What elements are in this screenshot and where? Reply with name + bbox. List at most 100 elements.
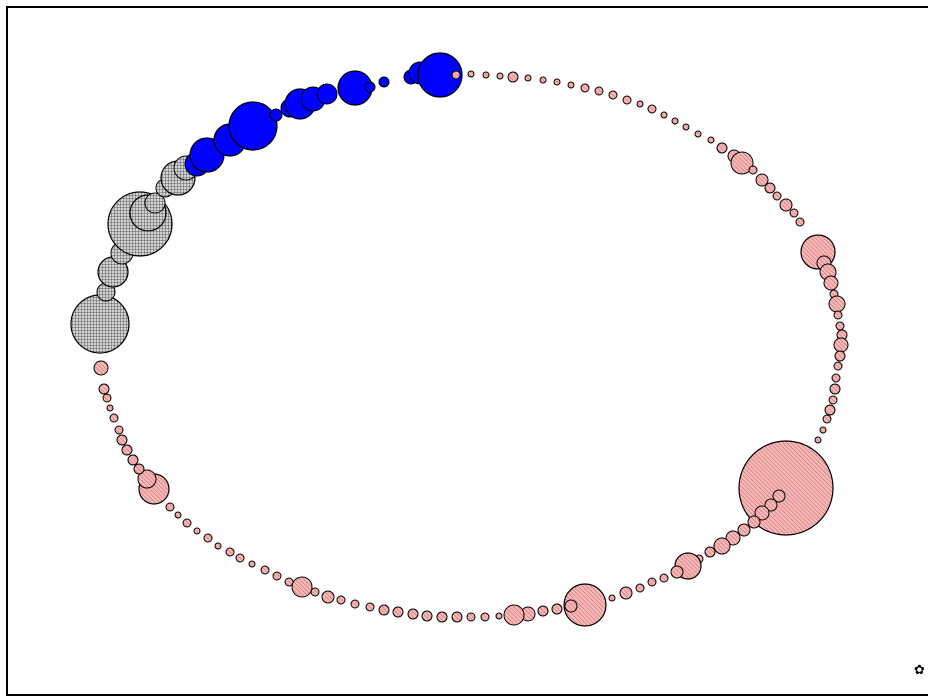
bubble-point [495,612,503,620]
bubble-point [835,321,845,331]
bubble-point [713,537,731,555]
bubble-point [284,577,294,587]
bubble-point [98,383,110,395]
bubble-point [417,52,463,98]
bubble-point [772,489,786,503]
bubble-point [725,530,741,546]
bubble-point [635,583,645,593]
bubble-point [378,604,390,616]
bubble-point [365,602,375,612]
bubble-point [608,90,618,100]
bubble-point [102,393,112,403]
bubble-point [594,86,604,96]
bubble-point [225,547,235,557]
bubble-point [764,182,776,194]
bubble-point [451,70,461,80]
bubble-point [539,76,547,84]
bubble-point [537,605,549,617]
bubble-point [671,117,679,125]
bubble-point [647,577,657,587]
bubble-point [563,583,607,627]
bubble-point [174,511,182,519]
bubble-point [730,151,754,175]
bubble-point [553,78,561,86]
bubble-point [203,533,213,543]
bubble-point [824,404,836,416]
bubble-point [291,576,313,598]
bubble-point [466,612,476,622]
bubble-point [748,165,758,175]
bubble-point [144,192,166,214]
bubble-point [272,571,282,581]
bubble-point [421,610,433,622]
bubble-point [524,74,532,82]
bubble-point [503,604,525,626]
bubble-point [636,100,644,108]
bubble-point [551,603,563,615]
bubble-point [704,546,716,558]
bubble-point [828,395,838,405]
bubble-point [831,373,841,383]
bubble-point [507,71,519,83]
bubble-point [436,611,448,623]
bubble-point [165,502,175,512]
bubble-point [694,130,702,138]
bubble-point [716,142,728,154]
bubble-point [260,565,270,575]
bubble-point [480,612,490,622]
bubble-point [833,361,843,371]
bubble-point [496,72,504,80]
bubble-point [580,83,590,93]
bubble-point [114,425,124,435]
bubble-point [814,436,822,444]
bubble-point [248,560,256,568]
bubble-point [193,527,201,535]
bubble-point [133,463,145,475]
bubble-point [622,95,632,105]
bubble-chart: ✿ [6,6,928,696]
bubble-point [378,76,390,88]
bubble-point [321,590,335,604]
bubble-point [833,337,849,353]
bubble-point [764,498,778,512]
bubble-point [747,515,761,529]
bubble-point [93,360,109,376]
bubble-point [116,434,128,446]
bubble-point [772,191,782,201]
bubble-point [364,81,376,93]
bubble-point [467,70,475,78]
bubble-point [833,310,843,320]
bubble-point [567,81,575,89]
bubble-point [619,586,633,600]
bubble-point [789,208,799,218]
bubble-point [564,599,578,613]
bubble-point [109,413,119,423]
bubble-point [707,136,715,144]
bubble-point [70,294,130,354]
bubble-point [127,454,139,466]
bubble-point [182,518,192,528]
bubble-point [834,350,846,362]
bubble-point [336,595,346,605]
corner-logo-icon: ✿ [914,663,925,678]
bubble-point [754,505,770,521]
bubble-point [737,523,751,537]
bubble-point [829,383,841,395]
bubble-point [137,469,157,489]
bubble-point [451,611,463,623]
bubble-point [235,553,245,563]
bubble-point [823,275,839,291]
bubble-point [106,404,114,412]
bubble-point [392,606,404,618]
bubble-point [228,101,278,151]
bubble-point [755,173,769,187]
bubble-point [350,599,360,609]
bubble-point [795,217,805,227]
bubble-point [608,594,616,602]
bubble-point [659,573,669,583]
bubble-point [214,542,222,550]
bubble-point [316,83,338,105]
bubble-layer [70,52,849,627]
bubble-point [828,295,846,313]
bubble-point [269,108,283,122]
